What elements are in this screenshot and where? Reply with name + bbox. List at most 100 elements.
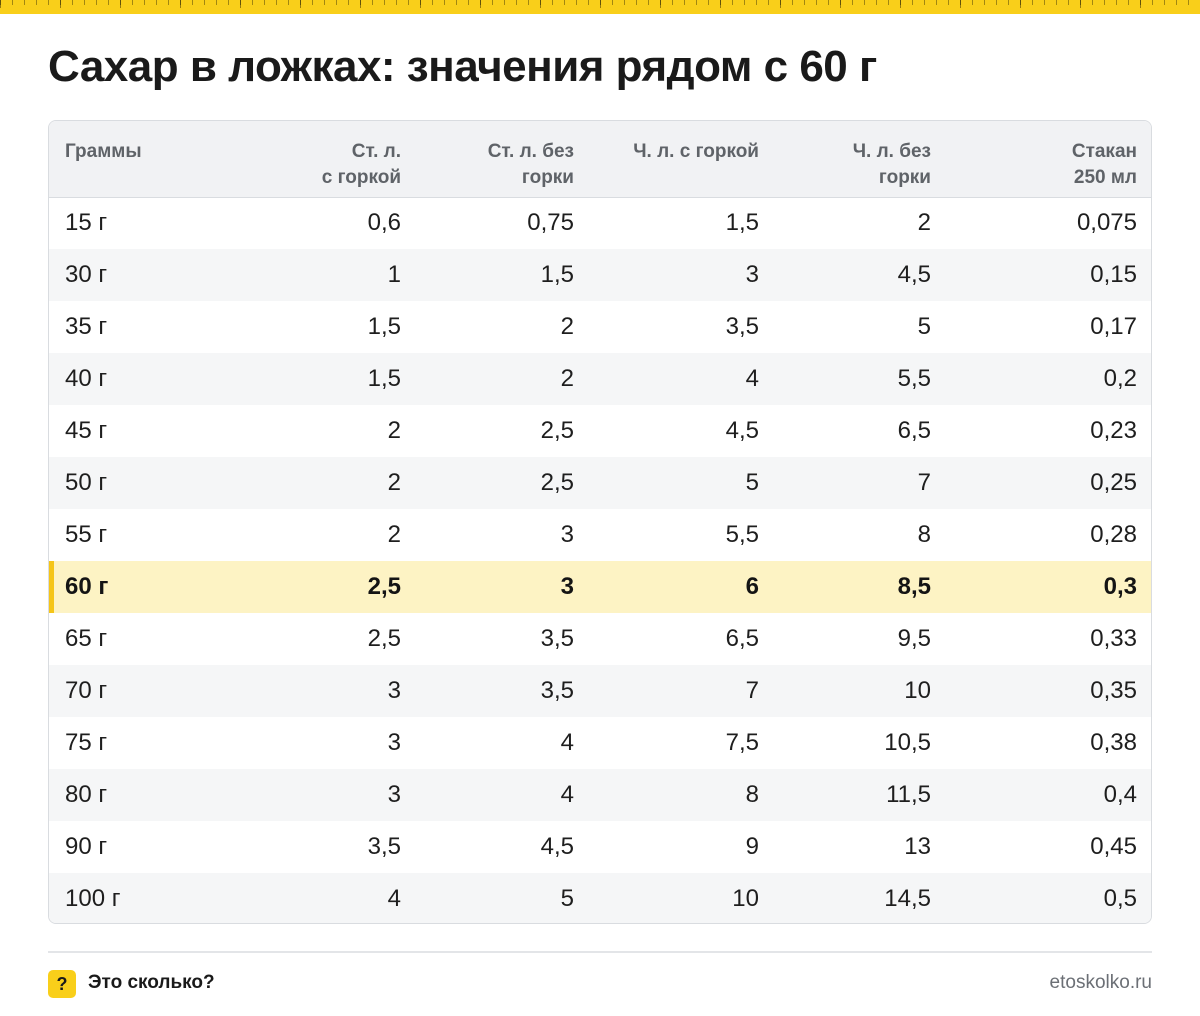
value-cell: 3 xyxy=(745,261,759,288)
value-cell: 3 xyxy=(560,521,574,548)
value-cell: 9 xyxy=(745,833,759,860)
column-header-line: Ст. л. без xyxy=(487,141,574,162)
value-cell: 2,5 xyxy=(367,625,401,652)
grams-cell: 60 г xyxy=(49,561,247,613)
value-cell: 0,3 xyxy=(1103,573,1137,600)
value-cell: 10 xyxy=(904,677,931,704)
column-header: Ч. л. без горки xyxy=(775,121,947,198)
value-cell: 3,5 xyxy=(540,625,574,652)
column-header-line: 250 мл xyxy=(1073,167,1137,188)
value-cell: 0,23 xyxy=(1090,417,1137,444)
value-cell: 4 xyxy=(560,729,574,756)
value-cell: 2 xyxy=(917,209,931,237)
value-cell: 1,5 xyxy=(367,365,401,392)
grams-cell: 65 г xyxy=(65,625,108,652)
table-row: 80 г 3 4 8 11,5 0,4 xyxy=(49,769,1151,821)
value-cell: 10,5 xyxy=(884,729,931,756)
value-cell: 2 xyxy=(387,469,401,496)
column-header: Ст. л. с горкой xyxy=(247,121,417,198)
highlighted-table-row: 60 г 2,5 3 6 8,5 0,3 xyxy=(49,561,1151,613)
table-row: 55 г 2 3 5,5 8 0,28 xyxy=(49,509,1151,561)
value-cell: 3,5 xyxy=(540,677,574,704)
column-header-line: Ч. л. без xyxy=(852,141,931,162)
column-header-line: горки xyxy=(521,167,574,188)
grams-cell: 40 г xyxy=(65,365,108,392)
value-cell: 5 xyxy=(917,313,931,340)
value-cell: 0,5 xyxy=(1103,885,1137,912)
grams-cell: 75 г xyxy=(65,729,108,756)
value-cell: 6,5 xyxy=(725,625,759,652)
value-cell: 7 xyxy=(917,469,931,496)
column-header-line: Граммы xyxy=(65,141,142,162)
value-cell: 5 xyxy=(560,885,574,912)
value-cell: 0,38 xyxy=(1090,729,1137,756)
value-cell: 0,35 xyxy=(1090,677,1137,704)
value-cell: 8 xyxy=(745,781,759,808)
table-row: 50 г 2 2,5 5 7 0,25 xyxy=(49,457,1151,509)
value-cell: 9,5 xyxy=(897,625,931,652)
value-cell: 14,5 xyxy=(884,885,931,912)
grams-cell: 55 г xyxy=(65,521,108,548)
value-cell: 5 xyxy=(745,469,759,496)
grams-cell: 90 г xyxy=(65,833,108,860)
table-row: 35 г 1,5 2 3,5 5 0,17 xyxy=(49,301,1151,353)
grams-cell: 100 г xyxy=(65,885,121,912)
grams-cell: 30 г xyxy=(65,261,108,288)
table-row: 75 г 3 4 7,5 10,5 0,38 xyxy=(49,717,1151,769)
value-cell: 0,75 xyxy=(527,209,574,237)
value-cell: 0,45 xyxy=(1090,833,1137,860)
grams-cell: 50 г xyxy=(65,469,108,496)
value-cell: 4,5 xyxy=(897,261,931,288)
column-header: Ст. л. без горки xyxy=(417,121,590,198)
value-cell: 2 xyxy=(387,417,401,444)
table-header-row: Граммы Ст. л. с горкой Ст. л. без горки Ч. л.… xyxy=(49,121,1151,198)
value-cell: 6,5 xyxy=(897,417,931,444)
brand-name: Это сколько? xyxy=(88,972,215,993)
table-row: 70 г 3 3,5 7 10 0,35 xyxy=(49,665,1151,717)
column-header-line: Стакан xyxy=(1071,141,1137,162)
value-cell: 3,5 xyxy=(367,833,401,860)
table-row: 40 г 1,5 2 4 5,5 0,2 xyxy=(49,353,1151,405)
value-cell: 4 xyxy=(560,781,574,808)
column-header-line: горки xyxy=(878,167,931,188)
value-cell: 0,6 xyxy=(367,209,401,237)
value-cell: 3 xyxy=(387,781,401,808)
value-cell: 4 xyxy=(387,885,401,912)
table-row: 65 г 2,5 3,5 6,5 9,5 0,33 xyxy=(49,613,1151,665)
value-cell: 4 xyxy=(745,365,759,392)
question-icon: ? xyxy=(48,970,76,998)
ruler-decoration xyxy=(0,0,1200,14)
value-cell: 3,5 xyxy=(725,313,759,340)
value-cell: 1,5 xyxy=(540,261,574,288)
value-cell: 0,2 xyxy=(1103,365,1137,392)
value-cell: 8 xyxy=(917,521,931,548)
value-cell: 1,5 xyxy=(725,209,759,237)
value-cell: 8,5 xyxy=(897,573,931,600)
value-cell: 1,5 xyxy=(367,313,401,340)
conversion-table: Граммы Ст. л. с горкой Ст. л. без горки Ч. л.… xyxy=(48,120,1152,924)
value-cell: 1 xyxy=(387,261,401,288)
value-cell: 10 xyxy=(732,885,759,912)
value-cell: 2 xyxy=(560,313,574,340)
grams-cell: 70 г xyxy=(65,677,108,704)
value-cell: 5,5 xyxy=(897,365,931,392)
value-cell: 6 xyxy=(745,573,759,600)
value-cell: 5,5 xyxy=(725,521,759,548)
value-cell: 0,4 xyxy=(1103,781,1137,808)
grams-cell: 80 г xyxy=(65,781,108,808)
value-cell: 3 xyxy=(560,573,574,600)
value-cell: 2,5 xyxy=(540,417,574,444)
value-cell: 2 xyxy=(560,365,574,392)
grams-cell: 45 г xyxy=(65,417,108,444)
column-header-line: Ч. л. с горкой xyxy=(633,141,759,162)
grams-cell: 35 г xyxy=(65,313,108,340)
value-cell: 4,5 xyxy=(540,833,574,860)
table-row: 45 г 2 2,5 4,5 6,5 0,23 xyxy=(49,405,1151,457)
site-link[interactable]: etoskolko.ru xyxy=(1049,972,1152,993)
value-cell: 2,5 xyxy=(540,469,574,496)
value-cell: 3 xyxy=(387,729,401,756)
value-cell: 7,5 xyxy=(725,729,759,756)
grams-cell: 15 г xyxy=(65,209,108,237)
footer-divider xyxy=(48,951,1152,953)
table-row: 100 г 4 5 10 14,5 0,5 xyxy=(49,873,1151,923)
